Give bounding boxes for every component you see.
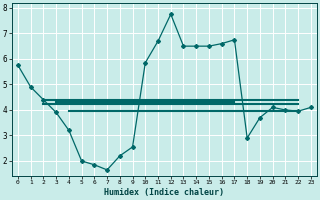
X-axis label: Humidex (Indice chaleur): Humidex (Indice chaleur)	[104, 188, 224, 197]
